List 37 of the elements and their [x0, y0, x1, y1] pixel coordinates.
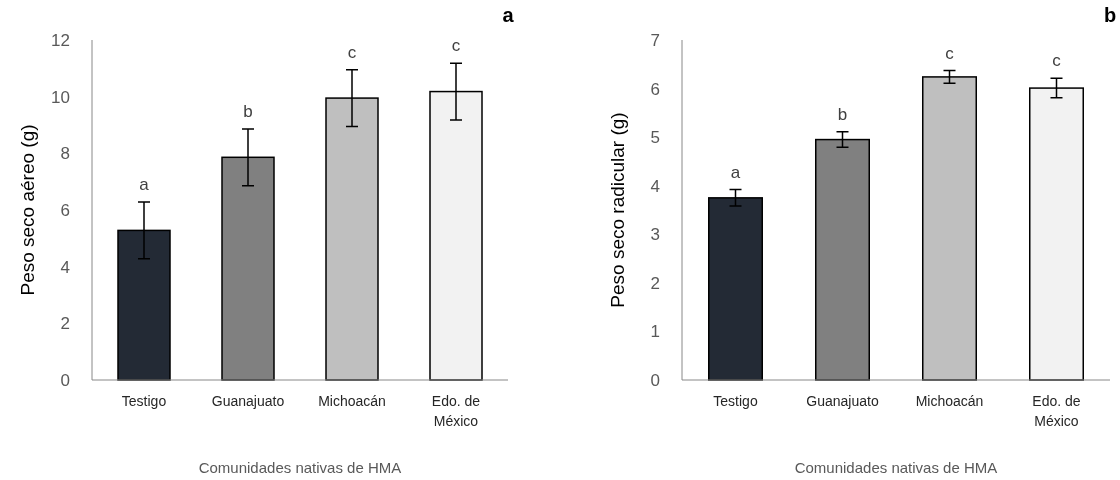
annotation: b — [837, 104, 848, 124]
annotation: b — [243, 101, 253, 121]
x-axis-title: Comunidades nativas de HMA — [794, 459, 998, 476]
annotation: a — [730, 162, 741, 182]
x-tick-label: Edo. de México — [431, 393, 481, 429]
x-tick-label: Guanajuato — [806, 393, 879, 409]
annotation: c — [451, 36, 461, 56]
y-tick-label: 3 — [650, 225, 660, 245]
y-axis-title: Peso seco aéreo (g) — [17, 124, 38, 296]
y-tick-label: 0 — [650, 370, 660, 390]
annotation: a — [139, 175, 150, 195]
y-tick-label: 6 — [650, 79, 660, 99]
text: a — [502, 4, 515, 26]
y-tick-label: 2 — [60, 314, 70, 334]
y-tick-label: 10 — [51, 87, 70, 107]
y-tick-label: 2 — [650, 273, 660, 293]
y-tick-label: 0 — [60, 370, 70, 390]
annotation: c — [945, 43, 955, 63]
x-tick-label: Michoacán — [318, 393, 386, 409]
annotation: c — [1052, 51, 1062, 71]
x-tick-label: Testigo — [713, 393, 758, 409]
y-tick-label: 7 — [650, 30, 660, 50]
y-axis-title: Peso seco radicular (g) — [607, 112, 628, 308]
text: b — [1103, 4, 1117, 26]
y-tick-label: 5 — [650, 128, 660, 148]
annotation: c — [347, 42, 357, 62]
x-tick-label: Edo. de México — [1032, 393, 1081, 429]
x-tick-label: Testigo — [121, 393, 167, 409]
x-tick-label: Guanajuato — [211, 393, 285, 409]
x-tick-label: Michoacán — [915, 393, 984, 409]
y-tick-label: 6 — [60, 200, 70, 220]
y-tick-label: 8 — [60, 144, 70, 164]
x-axis-title: Comunidades nativas de HMA — [198, 459, 402, 476]
y-tick-label: 4 — [60, 257, 70, 277]
y-tick-label: 12 — [51, 30, 70, 50]
y-tick-label: 4 — [650, 176, 660, 196]
y-tick-label: 1 — [650, 322, 660, 342]
